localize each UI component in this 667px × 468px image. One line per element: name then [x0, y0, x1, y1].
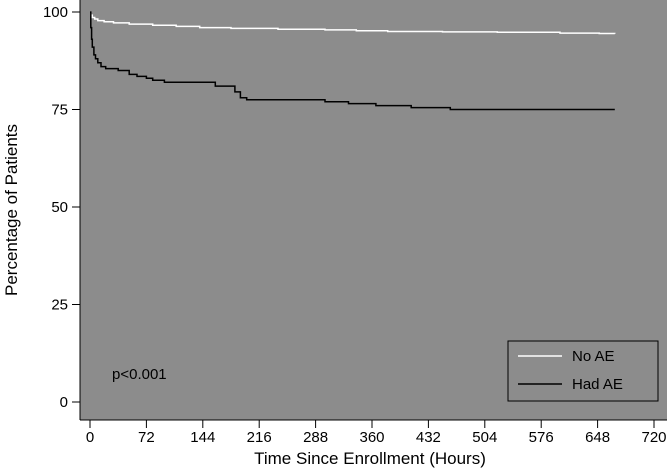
p-value-annotation: p<0.001 — [112, 366, 167, 383]
y-tick-label: 25 — [51, 297, 68, 314]
x-tick-label: 216 — [247, 429, 272, 446]
x-tick-label: 576 — [529, 429, 554, 446]
x-tick-label: 288 — [303, 429, 328, 446]
y-tick-label: 50 — [51, 199, 68, 216]
x-tick-label: 720 — [641, 429, 666, 446]
x-tick-label: 648 — [585, 429, 610, 446]
legend: No AE Had AE — [507, 340, 659, 402]
x-tick-label: 432 — [416, 429, 441, 446]
x-axis-title: Time Since Enrollment (Hours) — [254, 449, 486, 468]
x-tick-label: 0 — [86, 429, 94, 446]
series-line-no-ae — [90, 11, 616, 35]
x-tick-label: 360 — [359, 429, 384, 446]
y-tick-label: 100 — [43, 4, 68, 21]
x-tick-label: 144 — [190, 429, 215, 446]
y-axis: 0 25 50 75 100 — [43, 0, 81, 420]
x-axis: 0 72 144 216 288 360 432 504 576 648 720 — [80, 419, 667, 446]
legend-label-had-ae: Had AE — [572, 376, 623, 393]
series-line-had-ae — [90, 11, 615, 111]
x-tick-label: 504 — [472, 429, 497, 446]
series-layer — [90, 11, 616, 111]
legend-box — [507, 340, 659, 402]
x-tick-label: 72 — [138, 429, 155, 446]
y-axis-title: Percentage of Patients — [2, 124, 21, 296]
y-tick-label: 75 — [51, 102, 68, 119]
y-tick-label: 0 — [60, 394, 68, 411]
legend-label-no-ae: No AE — [572, 348, 615, 365]
